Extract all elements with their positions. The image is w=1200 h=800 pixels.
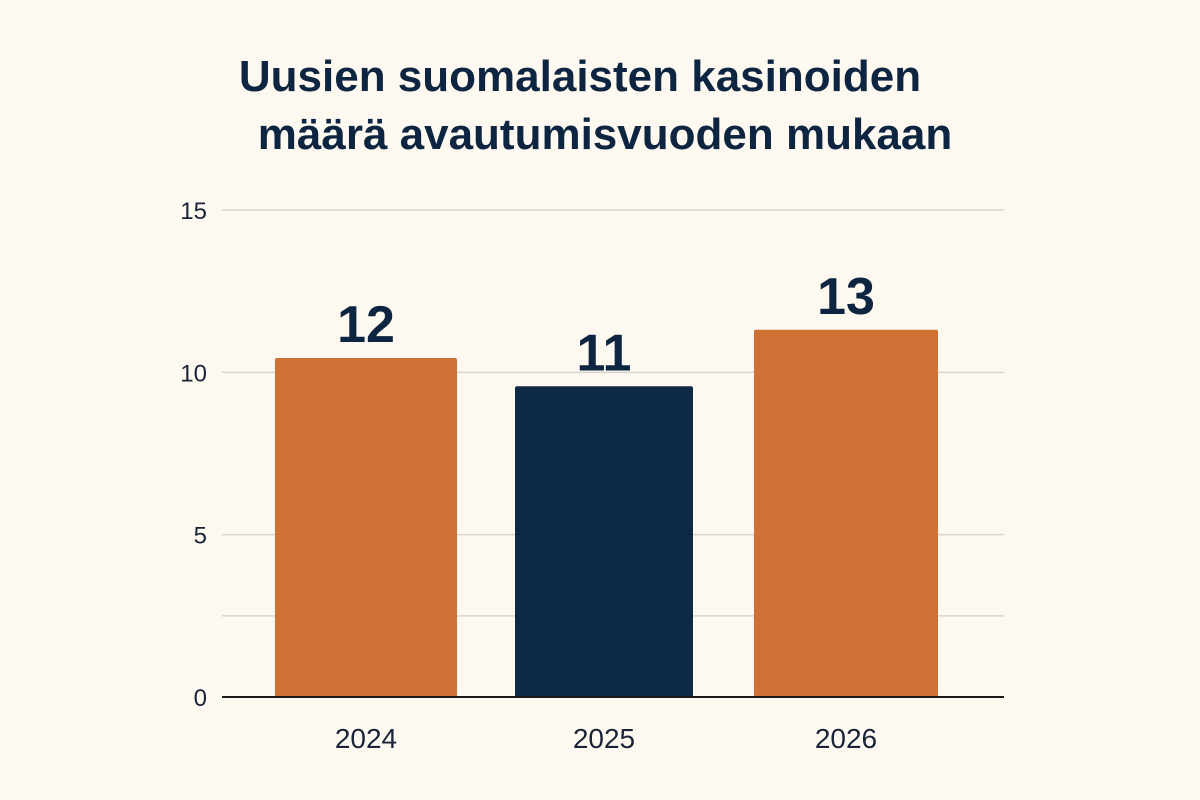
data-label-2025: 11 [577, 324, 632, 382]
bar-2025 [515, 386, 693, 697]
chart-title: Uusien suomalaisten kasinoiden määrä ava… [0, 48, 1200, 164]
data-label-2024: 12 [337, 296, 395, 354]
y-tick-label: 15 [180, 198, 207, 225]
x-tick-label-2024: 2024 [335, 723, 397, 754]
y-tick-label: 10 [180, 360, 207, 387]
y-tick-label: 0 [194, 685, 207, 712]
x-tick-label-2025: 2025 [573, 723, 635, 754]
chart-title-line-1: Uusien suomalaisten kasinoiden [238, 52, 922, 101]
bar-2026 [754, 329, 938, 697]
bar-2024 [275, 358, 457, 697]
chart-title-line-2: määrä avautumisvuoden mukaan [257, 110, 953, 159]
x-tick-label-2026: 2026 [815, 723, 877, 754]
data-label-2026: 13 [817, 268, 875, 326]
y-tick-label: 5 [194, 523, 207, 550]
